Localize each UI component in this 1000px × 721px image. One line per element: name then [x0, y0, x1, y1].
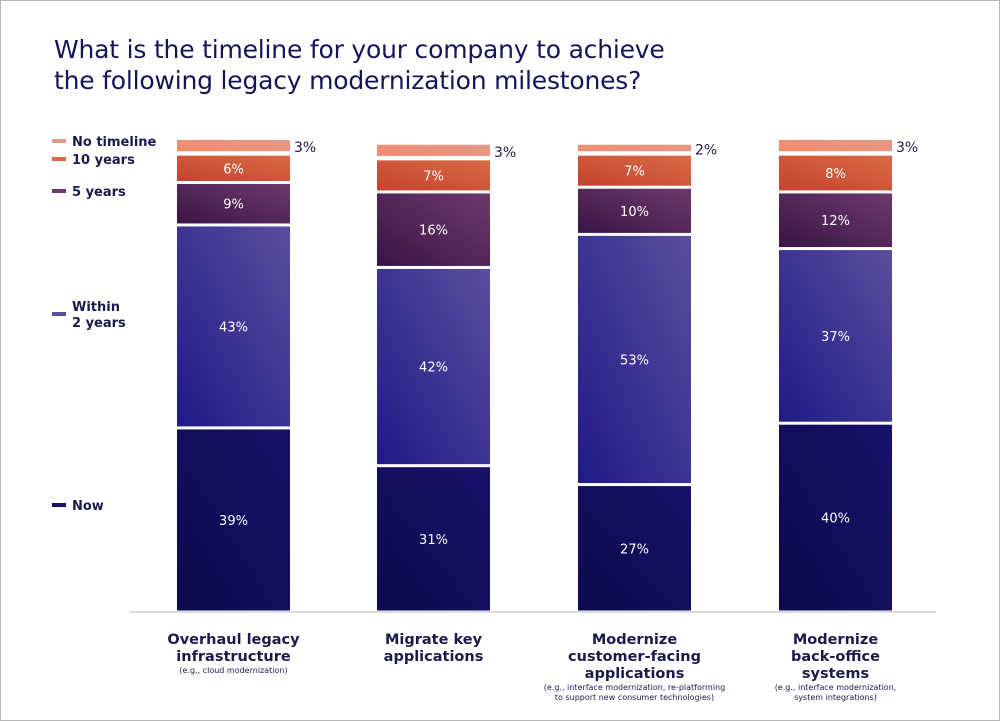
bar-segment-10-years	[177, 155, 290, 181]
legend-label: Now	[72, 499, 104, 514]
legend-swatch	[52, 139, 66, 143]
category-label: applications	[384, 649, 484, 665]
bar-segment-now	[177, 429, 290, 611]
category-note: system integrations)	[794, 693, 877, 702]
data-label: 16%	[419, 224, 448, 239]
data-label: 39%	[219, 514, 248, 529]
data-label: 3%	[294, 140, 316, 156]
bar-segment-now	[578, 486, 691, 611]
bar-segment-10-years	[779, 155, 892, 191]
data-label: 2%	[695, 142, 717, 158]
category-note: to support new consumer technologies)	[555, 693, 714, 702]
bar-segment-no-timeline	[377, 144, 490, 156]
category-label: customer-facing	[568, 649, 701, 665]
bar-segment-within-2-years	[377, 268, 490, 465]
bar-segment-5-years	[177, 183, 290, 224]
legend-label: 5 years	[72, 185, 126, 200]
data-label: 7%	[624, 165, 645, 180]
data-label: 6%	[223, 162, 244, 177]
bar-segment-10-years	[578, 155, 691, 186]
bar-segment-no-timeline	[578, 144, 691, 152]
data-label: 43%	[219, 320, 248, 335]
data-label: 37%	[821, 330, 850, 345]
bar-segment-within-2-years	[578, 235, 691, 484]
category-note: (e.g., interface modernization, re-platf…	[544, 683, 725, 692]
category-label: Modernize	[793, 632, 878, 648]
bar-segment-within-2-years	[177, 226, 290, 427]
category-label: systems	[802, 666, 869, 682]
bar-segment-now	[377, 467, 490, 611]
data-label: 12%	[821, 214, 850, 229]
legend-swatch	[52, 312, 66, 316]
data-label: 8%	[825, 167, 846, 182]
bar-segment-within-2-years	[779, 250, 892, 422]
data-label: 53%	[620, 353, 649, 368]
data-label: 9%	[223, 198, 244, 213]
category-note: (e.g., cloud modernization)	[179, 666, 287, 675]
bar-segment-now	[779, 424, 892, 611]
data-label: 10%	[620, 205, 649, 220]
category-note: (e.g., interface modernization,	[775, 683, 897, 692]
category-label: back-office	[791, 649, 880, 665]
legend-swatch	[52, 503, 66, 507]
data-label: 40%	[821, 512, 850, 527]
category-label: infrastructure	[176, 649, 291, 665]
bar-segment-10-years	[377, 160, 490, 191]
legend-label: Within	[72, 300, 120, 315]
data-label: 31%	[419, 533, 448, 548]
data-label: 42%	[419, 361, 448, 376]
data-label: 7%	[423, 169, 444, 184]
bar-segment-5-years	[779, 193, 892, 248]
data-label: 3%	[896, 140, 918, 156]
category-label: Migrate key	[385, 632, 483, 648]
legend-label: 2 years	[72, 316, 126, 331]
legend-swatch	[52, 157, 66, 161]
bar-segment-5-years	[377, 193, 490, 266]
legend-label: No timeline	[72, 135, 157, 150]
category-label: applications	[585, 666, 685, 682]
chart-title: What is the timeline for your company to…	[54, 35, 665, 95]
category-label: Modernize	[592, 632, 677, 648]
category-label: Overhaul legacy	[167, 632, 300, 648]
legend-label: 10 years	[72, 153, 135, 168]
data-label: 3%	[494, 145, 516, 161]
bar-segment-5-years	[578, 188, 691, 233]
bar-segment-no-timeline	[779, 140, 892, 152]
bar-segment-no-timeline	[177, 140, 290, 152]
data-label: 27%	[620, 542, 649, 557]
legend-swatch	[52, 189, 66, 193]
